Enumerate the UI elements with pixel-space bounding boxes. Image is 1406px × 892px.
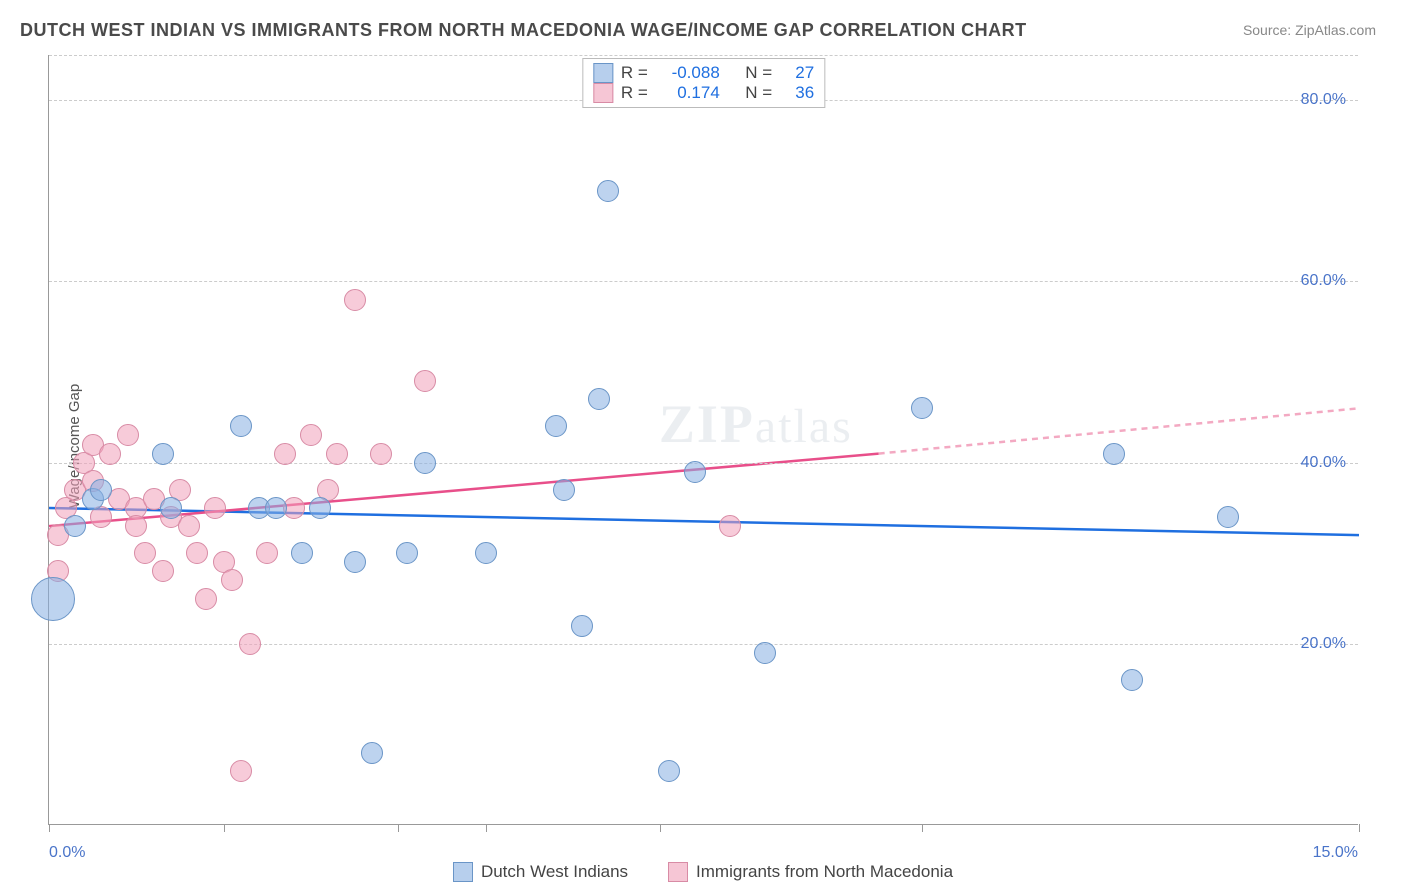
r-value-blue: -0.088 [660, 63, 720, 83]
swatch-blue [453, 862, 473, 882]
scatter-point [911, 397, 933, 419]
y-tick-label: 60.0% [1301, 272, 1346, 290]
stats-row-pink: R = 0.174 N = 36 [593, 83, 814, 103]
scatter-point [553, 479, 575, 501]
legend-item-pink: Immigrants from North Macedonia [668, 862, 953, 882]
n-value-pink: 36 [784, 83, 814, 103]
scatter-point [64, 515, 86, 537]
scatter-point [31, 577, 75, 621]
legend-item-blue: Dutch West Indians [453, 862, 628, 882]
gridline [49, 281, 1358, 282]
r-label: R = [621, 83, 648, 103]
x-tick [49, 824, 50, 832]
scatter-point [134, 542, 156, 564]
scatter-point [1103, 443, 1125, 465]
swatch-blue [593, 63, 613, 83]
scatter-point [300, 424, 322, 446]
scatter-point [309, 497, 331, 519]
scatter-point [221, 569, 243, 591]
scatter-point [265, 497, 287, 519]
n-value-blue: 27 [784, 63, 814, 83]
x-tick [486, 824, 487, 832]
scatter-point [571, 615, 593, 637]
scatter-point [160, 497, 182, 519]
scatter-point [230, 415, 252, 437]
scatter-point [195, 588, 217, 610]
x-tick [398, 824, 399, 832]
n-label: N = [745, 63, 772, 83]
scatter-point [754, 642, 776, 664]
stats-legend-box: R = -0.088 N = 27 R = 0.174 N = 36 [582, 58, 825, 108]
plot-layer: 20.0% 40.0% 60.0% 80.0% [49, 55, 1358, 824]
scatter-point [597, 180, 619, 202]
scatter-point [370, 443, 392, 465]
r-label: R = [621, 63, 648, 83]
r-value-pink: 0.174 [660, 83, 720, 103]
scatter-point [414, 452, 436, 474]
scatter-point [719, 515, 741, 537]
scatter-point [90, 479, 112, 501]
scatter-point [239, 633, 261, 655]
legend-label-blue: Dutch West Indians [481, 862, 628, 882]
x-tick [1359, 824, 1360, 832]
trend-line [49, 508, 1359, 535]
swatch-pink [668, 862, 688, 882]
y-tick-label: 80.0% [1301, 91, 1346, 109]
scatter-point [361, 742, 383, 764]
legend-label-pink: Immigrants from North Macedonia [696, 862, 953, 882]
y-tick-label: 40.0% [1301, 454, 1346, 472]
x-tick [224, 824, 225, 832]
trend-lines [49, 55, 1358, 824]
scatter-point [545, 415, 567, 437]
scatter-point [1121, 669, 1143, 691]
scatter-point [658, 760, 680, 782]
x-axis-min-label: 0.0% [49, 844, 85, 862]
scatter-point [326, 443, 348, 465]
source-label: Source: ZipAtlas.com [1243, 22, 1376, 38]
scatter-point [344, 551, 366, 573]
scatter-point [414, 370, 436, 392]
scatter-point [274, 443, 296, 465]
scatter-point [125, 515, 147, 537]
x-axis-max-label: 15.0% [1313, 844, 1358, 862]
scatter-point [475, 542, 497, 564]
stats-row-blue: R = -0.088 N = 27 [593, 63, 814, 83]
scatter-point [291, 542, 313, 564]
bottom-legend: Dutch West Indians Immigrants from North… [0, 862, 1406, 882]
x-tick [922, 824, 923, 832]
chart-title: DUTCH WEST INDIAN VS IMMIGRANTS FROM NOR… [20, 20, 1027, 41]
n-label: N = [745, 83, 772, 103]
scatter-point [117, 424, 139, 446]
scatter-point [684, 461, 706, 483]
scatter-point [230, 760, 252, 782]
scatter-point [152, 560, 174, 582]
scatter-point [204, 497, 226, 519]
scatter-point [396, 542, 418, 564]
x-tick [660, 824, 661, 832]
scatter-point [152, 443, 174, 465]
scatter-point [99, 443, 121, 465]
chart-plot-area: 20.0%40.0%60.0%80.0% ZIPatlas R = -0.088… [48, 55, 1358, 825]
y-tick-label: 20.0% [1301, 635, 1346, 653]
scatter-point [186, 542, 208, 564]
scatter-point [344, 289, 366, 311]
scatter-point [1217, 506, 1239, 528]
scatter-point [256, 542, 278, 564]
scatter-point [178, 515, 200, 537]
swatch-pink [593, 83, 613, 103]
scatter-point [588, 388, 610, 410]
